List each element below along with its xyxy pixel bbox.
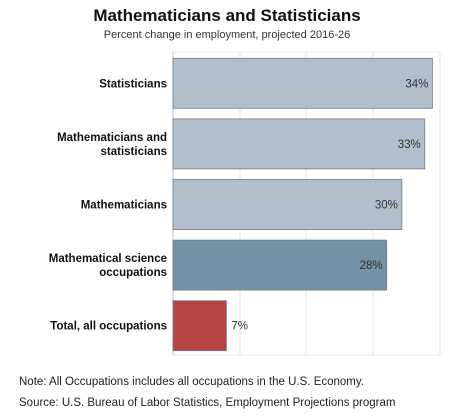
category-label: Mathematicians [81, 200, 167, 212]
category-label-line: statisticians [101, 146, 167, 158]
bar [173, 119, 425, 169]
category-label-line: Statisticians [99, 78, 167, 90]
bar [173, 58, 432, 108]
chart-source: Source: U.S. Bureau of Labor Statistics,… [19, 397, 395, 409]
category-labels: Statisticians Mathematicians and statistic… [49, 78, 167, 332]
category-label-line: Mathematical science [49, 253, 167, 265]
category-label-line: Mathematicians and [57, 132, 167, 144]
bar [173, 240, 387, 290]
category-label-line: Total, all occupations [50, 321, 167, 333]
category-label: Statisticians [99, 78, 167, 90]
category-label: Mathematical science occupations [49, 253, 167, 279]
category-label: Mathematicians and statisticians [57, 132, 167, 158]
category-label-line: Mathematicians [81, 200, 167, 212]
value-label: 30% [375, 200, 398, 212]
bar [173, 180, 402, 230]
bar-chart: Statisticians Mathematicians and statistic… [0, 0, 454, 370]
category-label-line: occupations [99, 267, 167, 279]
chart-note: Note: All Occupations includes all occup… [19, 376, 364, 388]
value-label: 34% [405, 78, 428, 90]
value-label: 7% [231, 321, 248, 333]
category-label: Total, all occupations [50, 321, 167, 333]
bar [173, 301, 226, 351]
value-label: 33% [398, 139, 421, 151]
value-label: 28% [360, 260, 383, 272]
